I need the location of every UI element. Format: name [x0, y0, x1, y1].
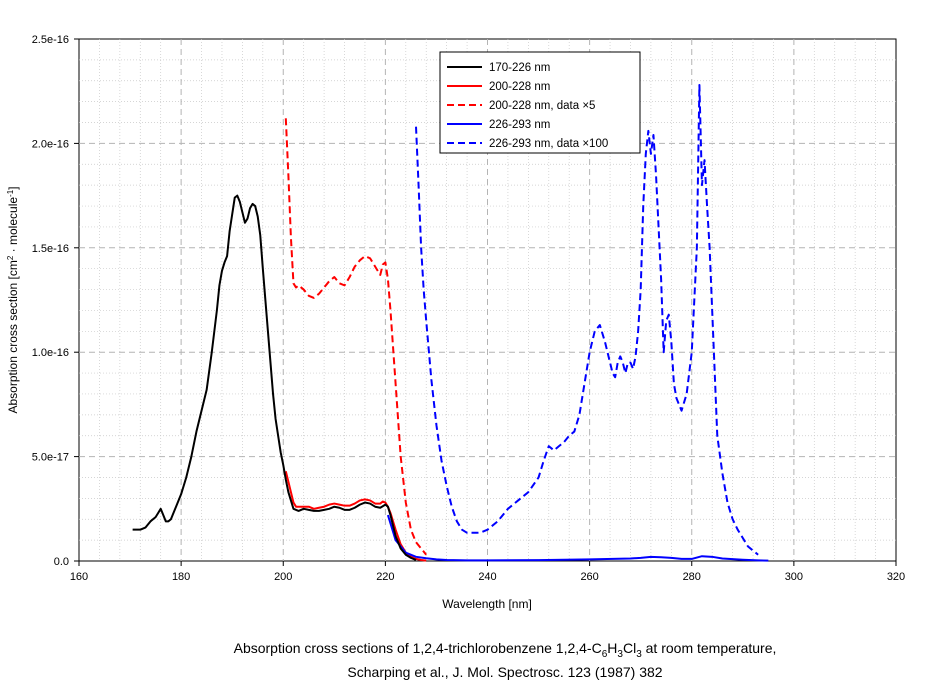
legend-label: 226-293 nm: [489, 119, 550, 131]
x-tick-label: 240: [478, 571, 496, 583]
series-line-0: [132, 194, 417, 561]
x-tick-label: 200: [274, 571, 292, 583]
x-axis: 160 180 200 220 240 260 280 300 320: [70, 561, 905, 583]
y-tick-label: 5.0e-17: [32, 452, 69, 464]
series-line-2: [284, 118, 427, 556]
y-tick-label: 1.5e-16: [32, 243, 69, 255]
legend: 170-226 nm 200-228 nm 200-228 nm, data ×5 2…: [439, 51, 641, 154]
x-tick-label: 260: [580, 571, 598, 583]
absorption-chart: 160 180 200 220 240 260 280 300 320 0.0 5.0e-17 1.…: [6, 34, 906, 611]
legend-label: 226-293 nm, data ×100: [489, 138, 608, 150]
series-line-1: [284, 470, 427, 562]
figure-caption: Absorption cross sections of 1,2,4-trich…: [0, 640, 936, 680]
legend-label: 200-228 nm, data ×5: [489, 100, 595, 112]
series-line-3: [386, 514, 769, 562]
series-layer: [132, 83, 769, 562]
x-tick-label: 280: [683, 571, 701, 583]
x-tick-label: 160: [70, 571, 88, 583]
series-line-4: [415, 83, 759, 556]
x-tick-label: 320: [887, 571, 905, 583]
legend-label: 200-228 nm: [489, 81, 550, 93]
y-tick-label: 2.5e-16: [32, 34, 69, 46]
y-tick-label: 1.0e-16: [32, 347, 69, 359]
legend-box: [439, 51, 641, 154]
y-axis-label: Absorption cross section [cm2 · molecule…: [6, 186, 21, 413]
y-tick-label: 2.0e-16: [32, 138, 69, 150]
y-axis: 0.0 5.0e-17 1.0e-16 1.5e-16 2.0e-16 2.5e-16: [32, 34, 79, 568]
x-tick-label: 300: [785, 571, 803, 583]
y-tick-label: 0.0: [54, 556, 69, 568]
x-axis-label: Wavelength [nm]: [442, 597, 532, 611]
caption-line-2: Scharping et al., J. Mol. Spectrosc. 123…: [347, 663, 663, 680]
legend-label: 170-226 nm: [489, 62, 550, 74]
x-tick-label: 220: [376, 571, 394, 583]
major-grid: [79, 39, 896, 561]
x-tick-label: 180: [172, 571, 190, 583]
caption-line-1: Absorption cross sections of 1,2,4-trich…: [233, 640, 777, 660]
